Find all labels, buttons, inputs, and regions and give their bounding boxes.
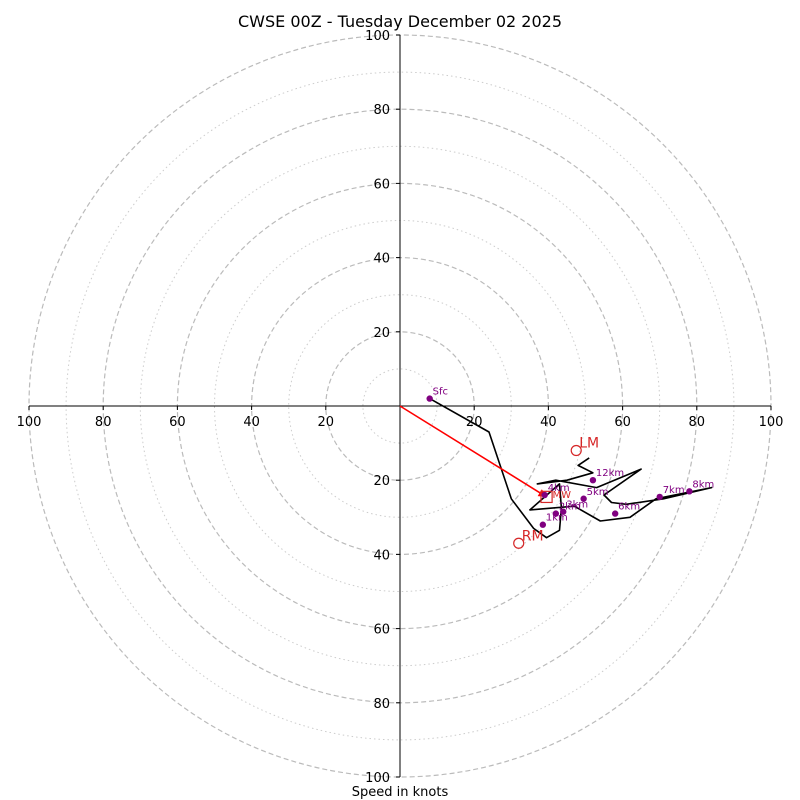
height-marker-dot — [560, 508, 567, 515]
mean-wind-box — [540, 490, 553, 504]
storm-motion-label: LM — [579, 436, 599, 452]
storm-motion-marker — [570, 444, 582, 457]
x-tick-label: 80 — [95, 415, 112, 430]
y-tick-label: 100 — [365, 771, 390, 786]
storm-motion-marker — [513, 537, 525, 549]
y-tick-label: 80 — [373, 103, 390, 118]
height-marker-label: 4km — [548, 483, 570, 494]
x-tick-label: 40 — [243, 415, 260, 430]
y-tick-label: 100 — [365, 29, 390, 44]
x-tick-label: 100 — [17, 415, 42, 430]
y-tick-label: 20 — [373, 474, 390, 489]
height-marker-label: 7km — [663, 485, 685, 496]
height-marker-dot — [426, 395, 433, 402]
hodograph-trace — [429, 397, 713, 539]
axis-tick-labels: 100 80 60 40 20 20 40 60 80 100204060801002040608… — [17, 29, 784, 786]
storm-motion-group: LM RM — [513, 436, 599, 549]
x-tick-label: 100 — [759, 415, 784, 430]
shear-vector-line — [399, 405, 547, 498]
mean-wind-label: MW — [553, 490, 572, 501]
height-marker-label: 5km — [587, 487, 609, 498]
hodograph-trace-group — [429, 397, 713, 539]
y-tick-label: 40 — [373, 252, 390, 267]
height-marker-label: Sfc — [433, 387, 448, 398]
height-marker-label: 8km — [692, 479, 714, 490]
y-tick-label: 20 — [373, 326, 390, 341]
storm-motion-label: RM — [522, 528, 544, 544]
x-tick-label: 80 — [689, 415, 706, 430]
height-marker-label: 3km — [566, 500, 588, 511]
y-tick-label: 40 — [373, 548, 390, 563]
x-tick-label: 60 — [614, 415, 631, 430]
x-tick-label: 20 — [318, 415, 335, 430]
height-marker-dot — [589, 477, 597, 484]
x-tick-label: 40 — [540, 415, 557, 430]
height-marker-label: 6km — [618, 502, 640, 513]
height-marker-dot — [611, 510, 619, 517]
x-axis-label: Speed in knots — [352, 785, 449, 800]
height-marker-dot — [656, 493, 663, 501]
height-marker-dot — [552, 510, 560, 517]
height-marker-dot — [539, 521, 547, 528]
x-tick-label: 60 — [169, 415, 186, 430]
height-marker-label: 12km — [596, 468, 624, 479]
height-marker-dot — [541, 491, 548, 499]
height-marker-label: 1km — [546, 513, 568, 524]
height-marker-dot — [686, 488, 693, 495]
y-tick-label: 80 — [373, 697, 390, 712]
height-marker-dot — [580, 495, 587, 502]
chart-title: CWSE 00Z - Tuesday December 02 2025 — [238, 12, 562, 31]
y-tick-label: 60 — [373, 177, 390, 192]
y-tick-label: 60 — [373, 623, 390, 638]
height-marker-label: 2km — [559, 502, 581, 513]
